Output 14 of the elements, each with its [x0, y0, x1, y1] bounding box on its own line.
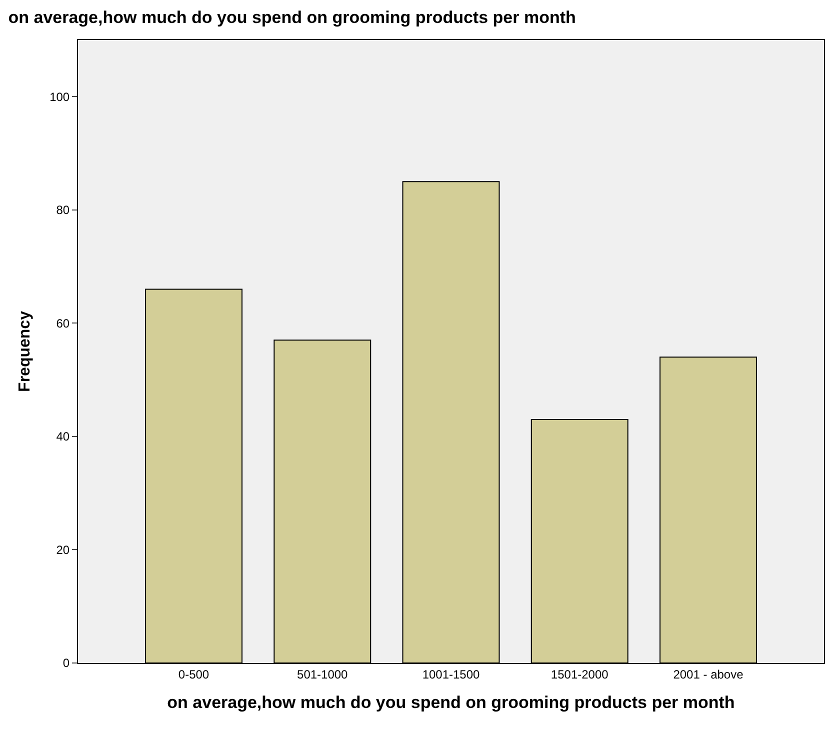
x-axis-title: on average,how much do you spend on grooming products per month	[167, 692, 735, 712]
y-tick-label: 20	[56, 542, 70, 557]
x-tick-label: 2001 - above	[673, 667, 744, 682]
y-tick-label: 40	[56, 430, 70, 444]
x-tick-label: 0-500	[178, 667, 210, 682]
y-tick-label: 0	[62, 656, 70, 670]
chart-title: on average,how much do you spend on grooming products per month	[8, 8, 576, 27]
y-axis-title: Frequency	[16, 310, 34, 392]
x-tick-label: 1501-2000	[550, 667, 609, 682]
y-tick-label: 60	[56, 316, 70, 330]
y-tick-label: 100	[50, 90, 70, 104]
x-tick-label: 501-1000	[297, 667, 348, 682]
y-tick-label: 80	[56, 203, 70, 218]
x-tick-label: 1001-1500	[422, 667, 480, 682]
